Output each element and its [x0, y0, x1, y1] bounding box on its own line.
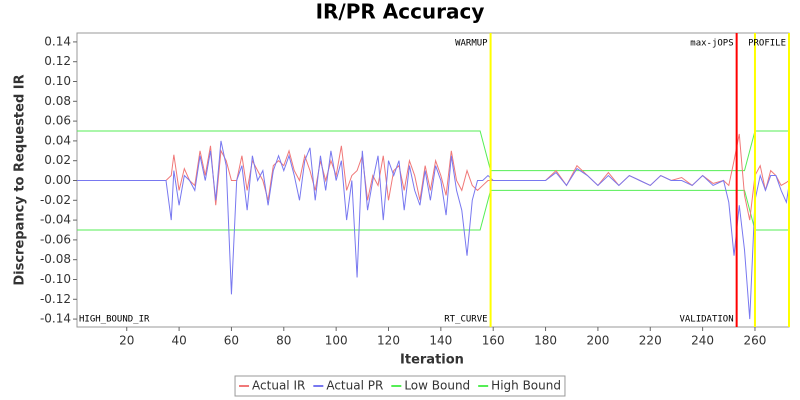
- legend-label: High Bound: [491, 379, 561, 393]
- chart-title: IR/PR Accuracy: [316, 0, 485, 24]
- series-line: [77, 130, 789, 172]
- y-axis-label: Discrepancy to Requested IR: [13, 74, 28, 285]
- x-tick-label: 160: [482, 334, 505, 348]
- y-tick-label: -0.04: [40, 213, 71, 227]
- marker-label: HIGH_BOUND_IR: [79, 315, 150, 325]
- x-tick-label: 60: [224, 334, 239, 348]
- y-tick-label: 0.04: [44, 133, 71, 147]
- x-tick-label: 80: [276, 334, 291, 348]
- series-line: [77, 189, 789, 231]
- x-tick-label: 40: [171, 334, 186, 348]
- legend-label: Low Bound: [404, 379, 470, 393]
- x-tick-label: 140: [429, 334, 452, 348]
- x-tick-label: 200: [586, 334, 609, 348]
- series-line: [77, 140, 789, 320]
- y-tick-label: -0.10: [40, 272, 71, 286]
- y-tick-label: -0.14: [40, 312, 71, 326]
- x-tick-label: 180: [534, 334, 557, 348]
- marker-label: max-jOPS: [690, 39, 733, 49]
- y-tick-label: -0.02: [40, 193, 71, 207]
- y-tick-label: 0.00: [44, 173, 71, 187]
- legend-label: Actual PR: [326, 379, 383, 393]
- marker-label: WARMUP: [455, 39, 488, 49]
- marker-label: RT_CURVE: [444, 315, 487, 325]
- marker-label: VALIDATION: [679, 315, 733, 325]
- y-tick-label: 0.02: [44, 153, 71, 167]
- x-tick-label: 240: [691, 334, 714, 348]
- series-layer: [77, 130, 789, 320]
- y-tick-label: -0.08: [40, 252, 71, 266]
- legend: Actual IR Actual PR Low Bound High Bound: [234, 375, 566, 397]
- y-tick-label: 0.12: [44, 54, 71, 68]
- y-tick-label: 0.14: [44, 34, 71, 48]
- marker-label: PROFILE: [748, 39, 786, 49]
- x-tick-label: 260: [744, 334, 767, 348]
- legend-label: Actual IR: [252, 379, 305, 393]
- y-tick-label: 0.08: [44, 94, 71, 108]
- y-tick-label: 0.10: [44, 74, 71, 88]
- x-axis-label: Iteration: [400, 353, 464, 368]
- x-tick-label: 220: [639, 334, 662, 348]
- y-tick-label: 0.06: [44, 114, 71, 128]
- y-tick-label: -0.06: [40, 232, 71, 246]
- x-tick-label: 120: [377, 334, 400, 348]
- y-tick-label: -0.12: [40, 292, 71, 306]
- x-tick-label: 100: [325, 334, 348, 348]
- x-tick-label: 20: [119, 334, 134, 348]
